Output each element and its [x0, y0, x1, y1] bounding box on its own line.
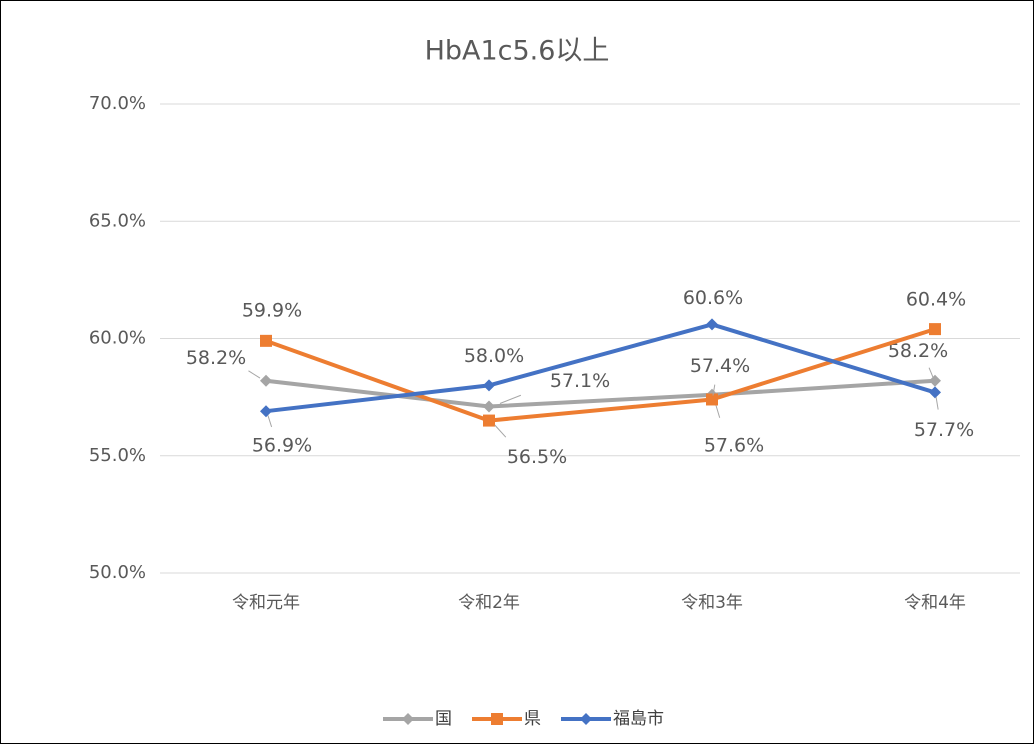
marker — [706, 393, 718, 406]
data-label: 57.1% — [550, 370, 610, 392]
y-tick-label: 60.0% — [89, 328, 146, 349]
series-line — [265, 378, 936, 409]
legend: 国 県 福島市 — [383, 709, 664, 729]
y-tick-label: 70.0% — [89, 93, 146, 114]
x-tick-label: 令和3年 — [681, 593, 743, 613]
marker — [402, 713, 414, 725]
leader-line — [267, 415, 273, 428]
chart-title: HbA1c5.6以上 — [425, 36, 610, 67]
marker — [929, 386, 941, 399]
marker — [929, 323, 941, 336]
data-label: 57.4% — [690, 355, 750, 377]
data-label: 59.9% — [242, 299, 302, 321]
data-label: 57.7% — [914, 419, 974, 441]
y-tick-label: 50.0% — [89, 562, 146, 583]
marker — [260, 334, 272, 347]
marker — [483, 379, 495, 392]
legend-label: 国 — [435, 709, 452, 729]
series-line — [265, 327, 936, 423]
leader-line — [499, 394, 522, 404]
data-label: 56.9% — [252, 435, 312, 457]
data-label: 57.6% — [704, 434, 764, 456]
series — [260, 323, 941, 427]
data-label: 60.4% — [906, 289, 966, 311]
x-tick-label: 令和4年 — [904, 593, 966, 613]
data-label: 58.2% — [186, 347, 246, 369]
leader-line — [712, 384, 716, 396]
data-label: 58.0% — [464, 345, 524, 367]
leader-line — [928, 367, 934, 378]
marker — [929, 374, 941, 387]
marker — [483, 400, 495, 413]
data-label: 58.2% — [888, 340, 948, 362]
series — [260, 318, 941, 418]
leader-line — [248, 370, 261, 379]
x-tick-label: 令和元年 — [232, 593, 300, 613]
legend-label: 福島市 — [613, 709, 664, 729]
marker — [483, 414, 495, 427]
marker — [706, 318, 718, 331]
y-tick-label: 65.0% — [89, 210, 146, 231]
x-tick-label: 令和2年 — [458, 593, 520, 613]
marker — [491, 713, 503, 725]
marker — [260, 405, 272, 418]
marker — [260, 374, 272, 387]
series-line — [265, 322, 936, 414]
data-label: 56.5% — [507, 446, 567, 468]
data-label: 60.6% — [683, 287, 743, 309]
legend-label: 県 — [524, 709, 541, 729]
y-tick-label: 55.0% — [89, 445, 146, 466]
marker — [580, 713, 592, 725]
series — [260, 374, 941, 413]
leader-line — [935, 396, 939, 410]
leader-line — [494, 424, 507, 438]
